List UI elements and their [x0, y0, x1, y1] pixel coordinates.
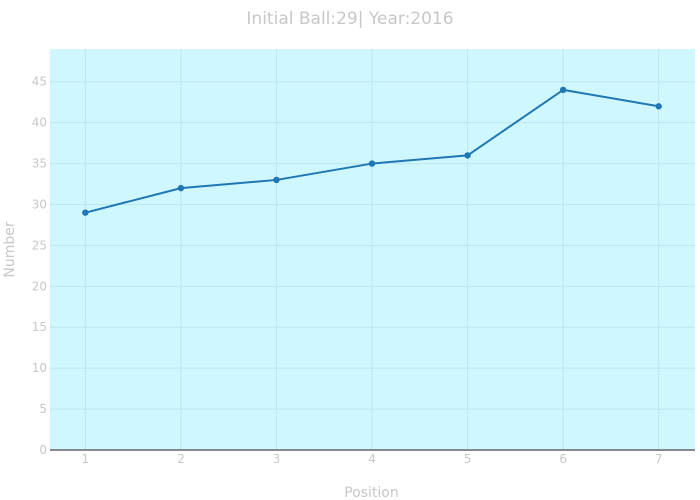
- data-point: [655, 103, 662, 110]
- series-layer: [82, 86, 662, 216]
- y-tick-label: 45: [32, 75, 47, 89]
- y-tick-label: 35: [32, 157, 47, 171]
- x-tick-label: 2: [177, 452, 185, 466]
- x-tick-label: 6: [559, 452, 567, 466]
- data-point: [273, 176, 280, 184]
- x-tick-label: 1: [82, 452, 90, 466]
- data-point: [559, 86, 567, 94]
- data-point: [82, 209, 89, 216]
- data-point: [464, 152, 471, 159]
- y-tick-label: 0: [39, 443, 47, 457]
- x-tick-label: 3: [273, 452, 281, 466]
- chart-title: Initial Ball:29| Year:2016: [246, 9, 453, 29]
- y-tick-label: 25: [32, 238, 47, 252]
- data-point: [368, 160, 376, 167]
- y-tick-label: 30: [32, 197, 47, 211]
- grid: [50, 49, 695, 450]
- data-point: [177, 184, 185, 192]
- y-tick-label: 40: [32, 116, 47, 130]
- y-tick-label: 5: [39, 402, 47, 416]
- x-tick-label: 7: [655, 452, 663, 466]
- x-tick-label: 4: [368, 452, 376, 466]
- y-tick-label: 15: [32, 320, 47, 334]
- x-axis-title: Position: [344, 485, 399, 500]
- y-tick-label: 10: [32, 361, 47, 375]
- y-axis-title: Number: [2, 221, 18, 277]
- x-tick-label: 5: [464, 452, 472, 466]
- y-tick-label: 20: [32, 279, 47, 293]
